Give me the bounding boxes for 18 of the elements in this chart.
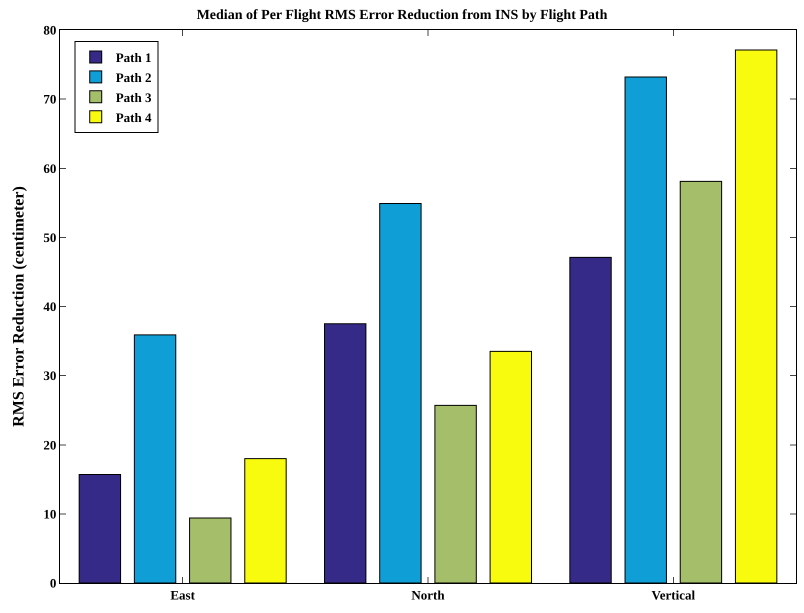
- y-tick-label: 80: [43, 22, 56, 38]
- legend-label: Path 4: [116, 110, 152, 125]
- y-tick-label: 50: [43, 230, 56, 245]
- y-tick-label: 0: [50, 576, 56, 591]
- legend-label: Path 1: [116, 50, 152, 66]
- y-tick-label: 10: [43, 506, 56, 522]
- y-tick-label: 30: [43, 368, 56, 384]
- x-tick-label: North: [411, 588, 446, 603]
- y-tick-label: 40: [43, 299, 56, 314]
- x-tick-label: East: [170, 588, 196, 603]
- y-axis-title: RMS Error Reduction (centimeter): [10, 186, 28, 427]
- x-tick-label: Vertical: [652, 588, 696, 603]
- legend-label: Path 2: [116, 70, 152, 85]
- y-tick-label: 70: [43, 92, 56, 107]
- y-tick-label: 20: [43, 437, 56, 452]
- legend-label: Path 3: [116, 90, 152, 105]
- y-tick-label: 60: [43, 160, 56, 176]
- chart-title: Median of Per Flight RMS Error Reduction from INS by Flight Path: [196, 8, 608, 23]
